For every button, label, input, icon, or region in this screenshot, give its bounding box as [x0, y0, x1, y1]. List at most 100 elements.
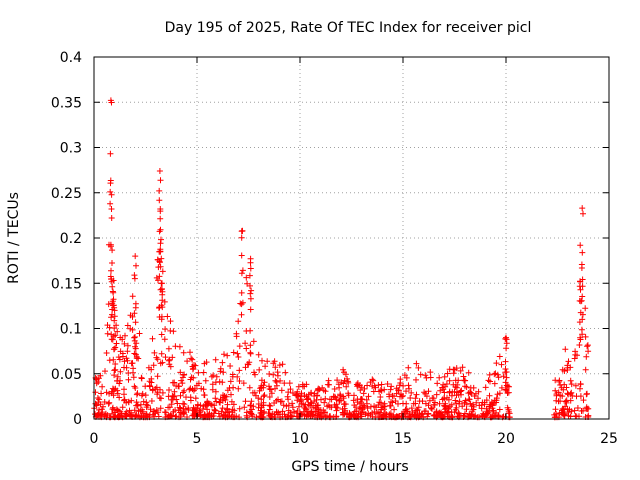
data-point — [233, 330, 240, 337]
data-point — [567, 397, 574, 404]
data-point — [247, 327, 254, 334]
data-point — [131, 407, 138, 414]
data-point — [579, 249, 586, 256]
data-point — [285, 407, 292, 414]
x-axis-label: GPS time / hours — [291, 459, 408, 475]
data-point — [407, 395, 414, 401]
data-point — [324, 403, 331, 410]
data-point — [158, 331, 165, 338]
data-point — [234, 373, 241, 380]
data-point — [252, 371, 258, 378]
data-point — [153, 384, 160, 391]
data-point — [459, 364, 466, 371]
data-point — [440, 381, 447, 388]
data-point — [337, 392, 344, 399]
data-point — [157, 215, 164, 222]
data-point — [359, 406, 366, 413]
data-point — [496, 390, 503, 397]
data-point — [364, 405, 371, 412]
data-point — [137, 407, 144, 414]
data-point — [238, 311, 245, 318]
data-point — [284, 393, 291, 400]
data-point — [561, 368, 568, 374]
data-point — [580, 397, 587, 404]
data-point — [494, 371, 501, 378]
data-point — [463, 406, 470, 413]
grid-lines — [94, 57, 609, 419]
data-point — [239, 227, 246, 234]
data-point — [170, 393, 177, 400]
data-point — [461, 377, 468, 384]
data-point — [389, 392, 396, 399]
data-point — [129, 293, 136, 300]
data-point — [239, 267, 246, 274]
data-point — [212, 395, 219, 402]
data-point — [116, 356, 123, 363]
data-point — [156, 273, 163, 280]
data-point — [200, 403, 207, 410]
y-tick-label: 0.15 — [51, 276, 82, 292]
data-point — [500, 373, 507, 380]
data-point — [470, 406, 477, 413]
data-point — [180, 389, 186, 396]
data-point — [299, 381, 306, 388]
data-point — [247, 295, 254, 302]
data-point — [130, 369, 136, 376]
data-point — [178, 410, 185, 417]
data-point — [267, 403, 274, 409]
data-point — [241, 404, 248, 411]
data-point — [247, 282, 253, 289]
data-point — [158, 395, 164, 402]
data-point — [504, 383, 511, 390]
data-point — [378, 381, 385, 388]
data-point — [365, 393, 372, 400]
data-point — [157, 177, 164, 184]
data-point — [133, 402, 140, 409]
data-point — [200, 369, 207, 376]
data-point — [187, 394, 194, 401]
data-point — [344, 410, 351, 417]
data-point — [321, 399, 328, 406]
data-point — [159, 280, 165, 287]
data-point — [278, 398, 285, 405]
data-point — [148, 398, 155, 404]
data-point — [217, 399, 224, 406]
data-point — [458, 391, 464, 398]
data-point — [247, 265, 254, 272]
data-point — [496, 353, 503, 360]
data-point — [463, 384, 470, 390]
data-point — [408, 389, 415, 396]
data-point — [571, 407, 578, 414]
data-point — [322, 388, 329, 395]
data-point — [486, 371, 493, 378]
data-point — [124, 322, 131, 329]
data-point — [122, 332, 128, 339]
data-point — [436, 374, 443, 381]
data-point — [228, 391, 234, 398]
data-point — [495, 412, 502, 419]
data-point — [584, 390, 590, 397]
data-point — [235, 385, 242, 392]
data-point — [109, 260, 115, 266]
data-point — [158, 286, 165, 293]
data-point — [577, 381, 584, 388]
axis-ticks — [93, 56, 610, 420]
data-point — [135, 355, 142, 362]
data-point — [220, 392, 226, 399]
data-point — [95, 375, 102, 382]
data-point — [335, 381, 342, 388]
data-point — [108, 215, 115, 221]
data-point — [294, 408, 301, 414]
data-point — [584, 342, 591, 349]
data-point — [422, 400, 429, 407]
data-point — [397, 380, 404, 386]
data-point — [556, 410, 563, 417]
data-point — [270, 371, 277, 378]
data-point — [227, 363, 234, 369]
data-point — [260, 402, 267, 409]
data-point — [444, 410, 451, 416]
data-point — [257, 410, 264, 416]
data-point — [194, 405, 200, 412]
data-point — [168, 401, 175, 408]
